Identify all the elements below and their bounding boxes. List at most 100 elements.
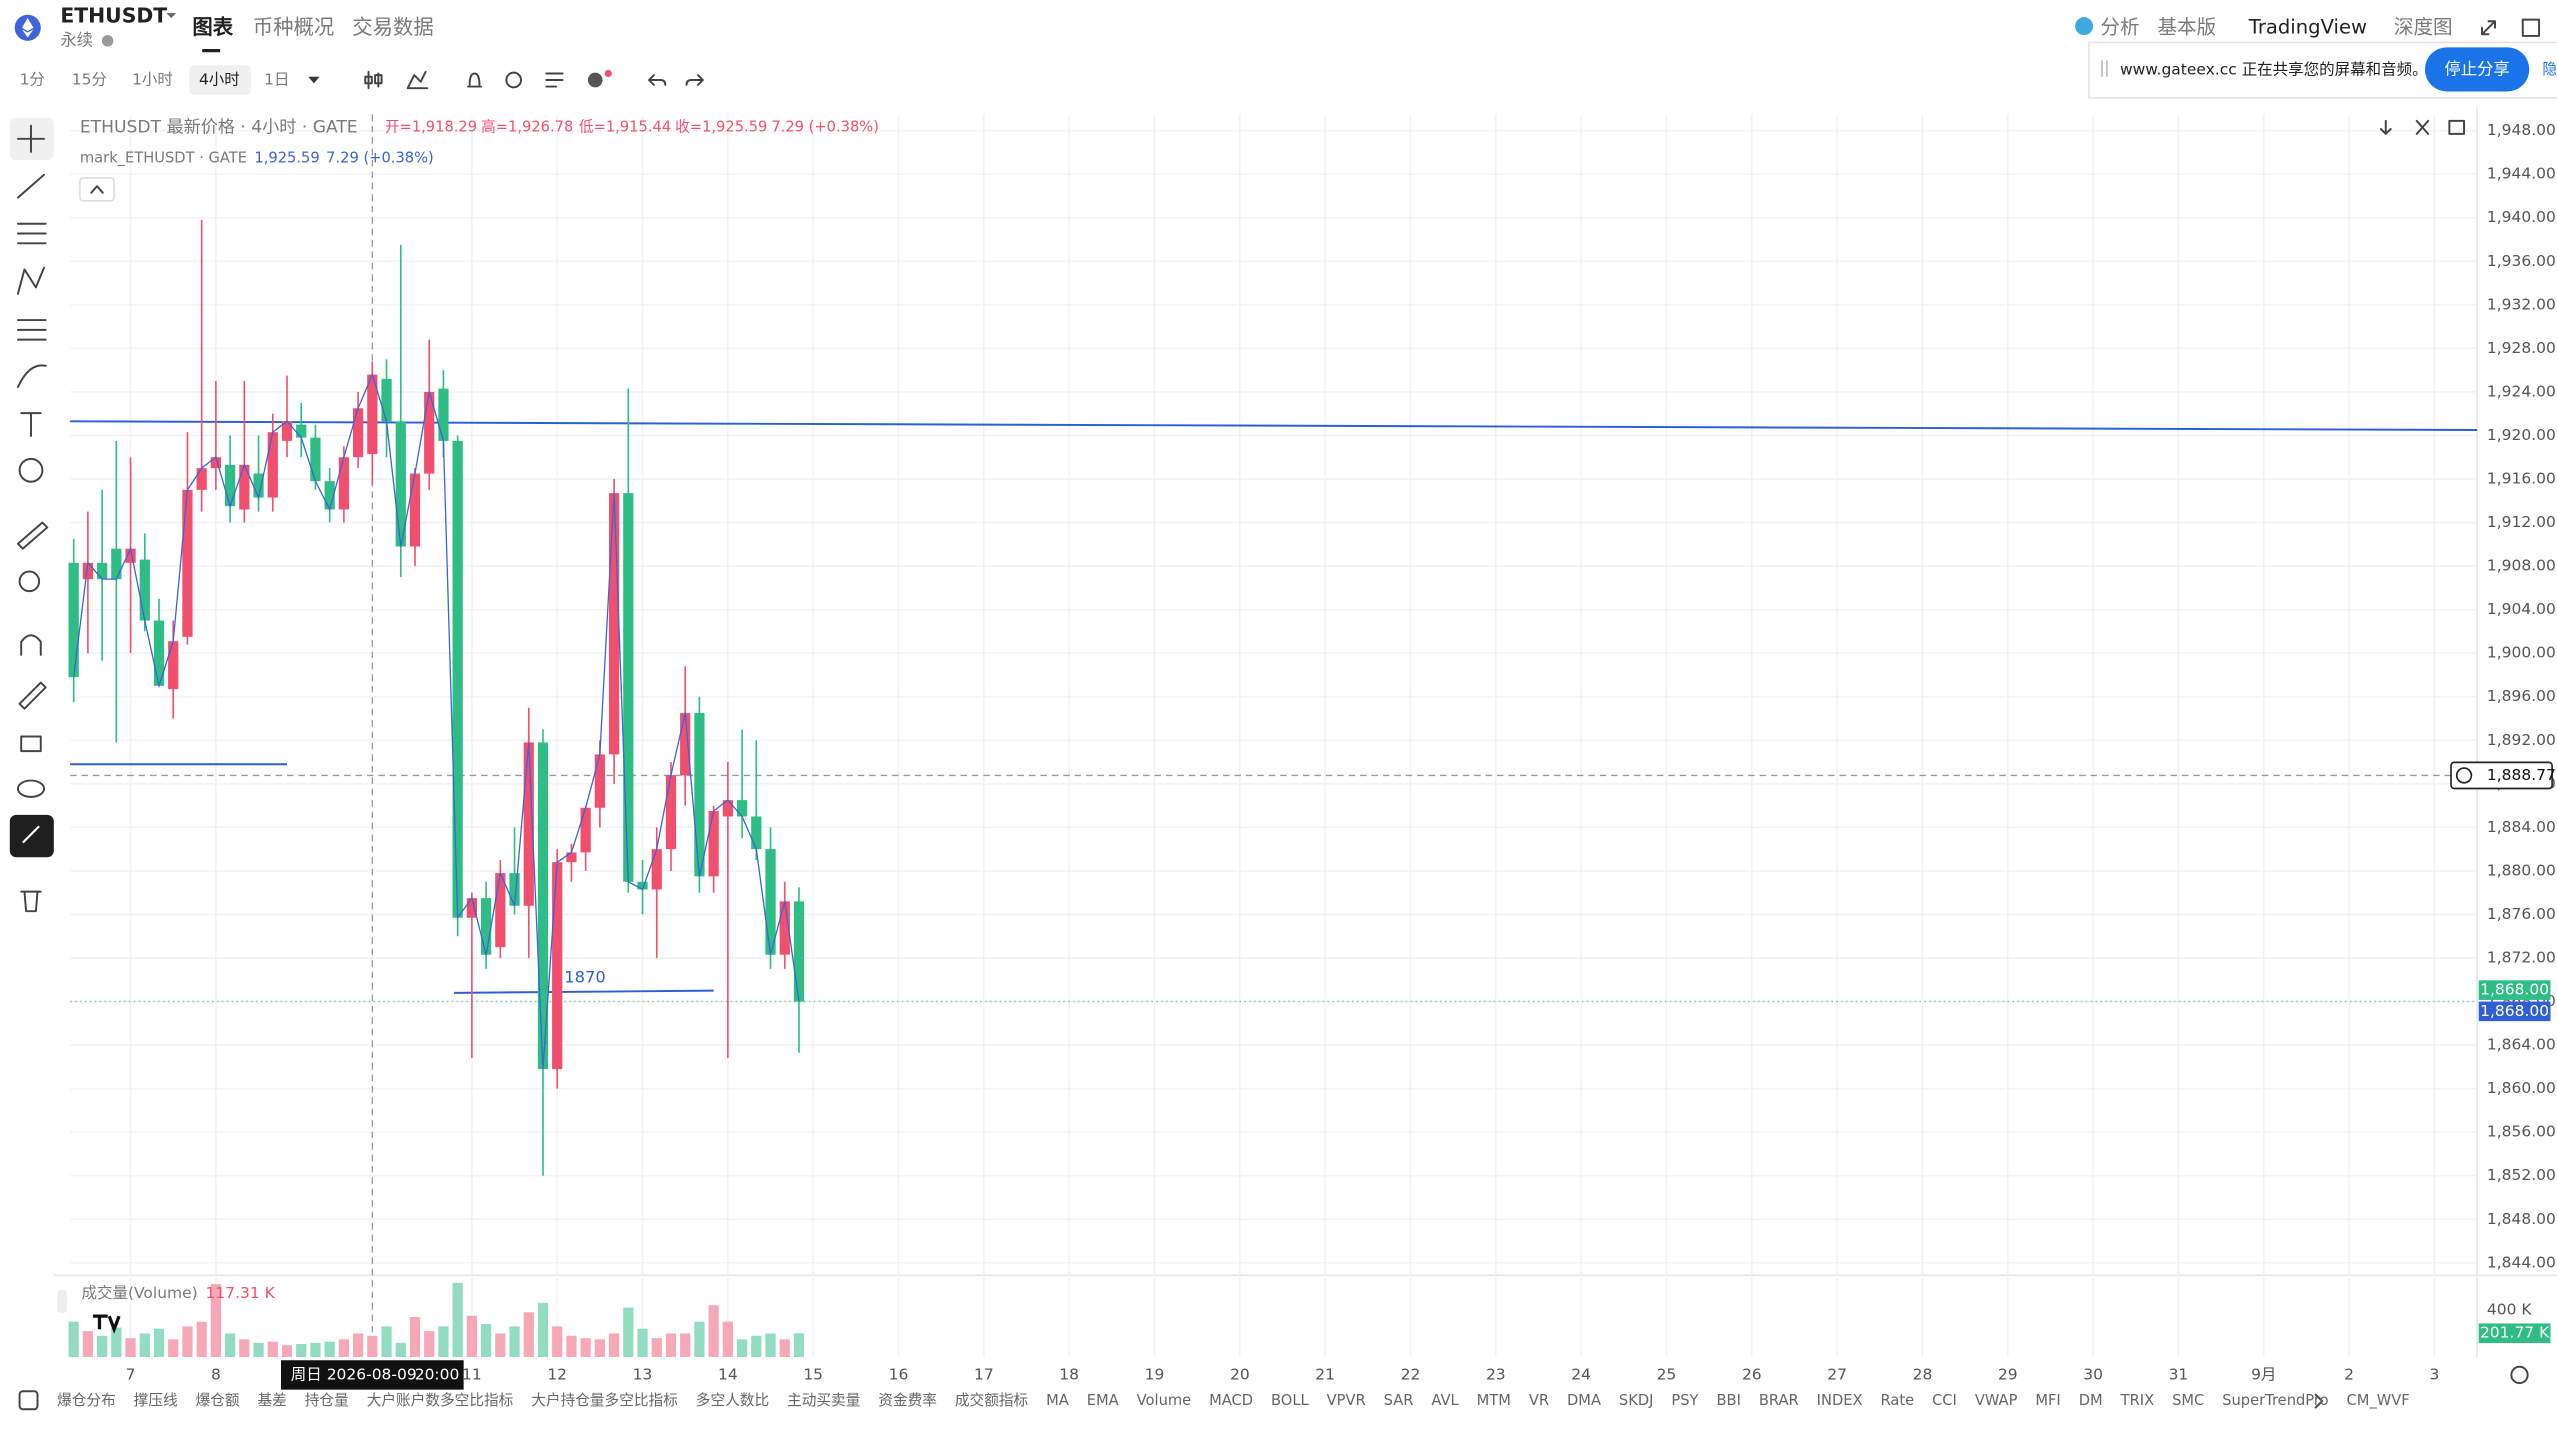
indicator-tab[interactable]: Rate (1880, 1392, 1914, 1409)
indicator-tab[interactable]: 主动买卖量 (787, 1392, 861, 1409)
share-side-link[interactable]: 隐 (2542, 61, 2557, 78)
settings-icon[interactable] (2510, 1365, 2529, 1385)
magnet-tool[interactable] (20, 634, 42, 656)
indicator-tab[interactable]: MA (1046, 1392, 1069, 1409)
drag-handle[interactable] (2101, 60, 2108, 77)
indicator-tab[interactable]: 爆仓分布 (57, 1392, 116, 1409)
scroll-arrow[interactable] (2314, 1393, 2324, 1409)
symbol-dropdown[interactable] (166, 13, 177, 18)
tab[interactable]: 交易数据 (352, 15, 433, 39)
lock-draw-tool[interactable] (18, 681, 47, 710)
indicator-tab[interactable]: 撑压线 (134, 1392, 178, 1409)
indicator-tab[interactable]: 基差 (258, 1392, 287, 1409)
symbol[interactable]: ETHUSDT (60, 3, 167, 27)
header-link[interactable]: 深度图 (2394, 15, 2453, 38)
header-link[interactable]: TradingView (2248, 15, 2367, 38)
lock-tool[interactable] (20, 735, 42, 753)
add-alert-icon[interactable] (2455, 767, 2473, 784)
stop-share-label[interactable]: 停止分享 (2445, 60, 2510, 79)
indicator-tab[interactable]: INDEX (1817, 1392, 1863, 1409)
fib-tool[interactable] (16, 319, 47, 341)
interval[interactable]: 4小时 (199, 71, 240, 89)
undo-icon[interactable] (648, 74, 667, 86)
candle-body (168, 641, 179, 690)
text-tool[interactable] (20, 412, 42, 437)
x-tick-label: 25 (1657, 1365, 1677, 1383)
indicator-tab[interactable]: VR (1529, 1392, 1549, 1409)
expand-icon[interactable] (2481, 20, 2497, 36)
emoji-tool[interactable] (18, 457, 44, 483)
pane-handle[interactable] (57, 1290, 67, 1313)
crosshair-tool[interactable] (16, 124, 46, 153)
redo-icon[interactable] (685, 74, 704, 86)
indicator-tab[interactable]: MFI (2035, 1392, 2060, 1409)
drawing-line (70, 420, 2478, 431)
template-icon[interactable] (545, 72, 564, 88)
window-icon[interactable] (2521, 18, 2541, 37)
stop-share-button[interactable] (2424, 47, 2530, 92)
visibility-tool[interactable] (16, 779, 46, 798)
chart-button[interactable] (2415, 119, 2430, 135)
indicator-tab[interactable]: PSY (1671, 1392, 1698, 1409)
indicator-tab[interactable]: CCI (1932, 1392, 1957, 1409)
replay-icon[interactable] (505, 71, 522, 89)
indicator-tab[interactable]: BOLL (1271, 1392, 1310, 1409)
indicator-tab[interactable]: TRIX (2120, 1392, 2155, 1409)
indicator-tab[interactable]: 成交额指标 (955, 1391, 1029, 1409)
indicator-tab[interactable]: MTM (1477, 1392, 1511, 1409)
alert-icon[interactable] (467, 72, 483, 88)
indicator-tab[interactable]: EMA (1087, 1392, 1119, 1409)
indicator-tab[interactable]: 持仓量 (305, 1392, 349, 1409)
lines-tool[interactable] (16, 222, 47, 245)
interval[interactable]: 1分 (20, 71, 45, 89)
indicator-tab[interactable]: 资金费率 (878, 1392, 937, 1409)
chart-button[interactable] (2448, 119, 2466, 135)
chart-button[interactable] (2379, 119, 2392, 135)
delete-tool[interactable] (20, 890, 42, 913)
y-tick-label: 1,892.00 (2487, 731, 2556, 749)
indicator-icon[interactable] (406, 70, 429, 90)
tab[interactable]: 币种概况 (253, 15, 334, 39)
add-icon[interactable] (587, 72, 603, 88)
header-link[interactable]: 基本版 (2157, 15, 2216, 38)
interval[interactable]: 1小时 (132, 71, 173, 89)
link-tool[interactable] (22, 825, 40, 844)
indicator-tab[interactable]: 大户账户数多空比指标 (367, 1392, 514, 1409)
pattern-tool[interactable] (16, 266, 46, 295)
indicator-tab[interactable]: BBI (1716, 1392, 1740, 1409)
interval[interactable]: 1日 (264, 71, 289, 89)
trendline-tool[interactable] (16, 173, 46, 199)
indicator-tab[interactable]: VPVR (1327, 1392, 1366, 1409)
indicator-tab[interactable]: 多空人数比 (696, 1392, 769, 1409)
interval[interactable]: 15分 (72, 71, 107, 89)
indicator-tab[interactable]: 爆仓额 (196, 1392, 240, 1409)
ruler-tool[interactable] (16, 521, 49, 550)
indicator-tab[interactable]: MACD (1209, 1392, 1253, 1409)
collapse-button[interactable] (79, 177, 115, 202)
y-tick-label: 1,948.00 (2487, 121, 2556, 139)
zoom-tool[interactable] (18, 570, 41, 593)
indicator-tab[interactable]: 大户持仓量多空比指标 (531, 1392, 678, 1409)
indicator-tab[interactable]: SKDJ (1619, 1392, 1654, 1409)
indicator-tab[interactable]: SMC (2172, 1392, 2204, 1409)
indicator-tab[interactable]: SAR (1384, 1392, 1414, 1409)
brush-tool[interactable] (16, 364, 47, 388)
indicator-tab[interactable]: SuperTrendPro (2222, 1392, 2328, 1409)
info-icon[interactable] (101, 35, 114, 47)
volume-bar (196, 1321, 207, 1357)
indicator-tab[interactable]: DM (2079, 1392, 2103, 1409)
header-link[interactable]: 分析 (2100, 15, 2139, 38)
x-tick-label: 17 (974, 1365, 994, 1383)
indicator-tab[interactable]: CM_WVF (2347, 1392, 2410, 1409)
volume-bar (779, 1339, 790, 1357)
calendar-icon[interactable] (18, 1390, 39, 1411)
tab[interactable]: 图表 (192, 15, 233, 39)
interval-dropdown[interactable] (308, 76, 320, 84)
indicator-tab[interactable]: Volume (1137, 1392, 1192, 1409)
indicator-tab[interactable]: AVL (1431, 1392, 1459, 1409)
candle-type-icon[interactable] (364, 70, 383, 90)
indicator-tab[interactable]: DMA (1567, 1392, 1601, 1409)
y-tick-label: 1,864.00 (2487, 1036, 2556, 1054)
indicator-tab[interactable]: VWAP (1975, 1392, 2018, 1409)
indicator-tab[interactable]: BRAR (1759, 1392, 1799, 1409)
